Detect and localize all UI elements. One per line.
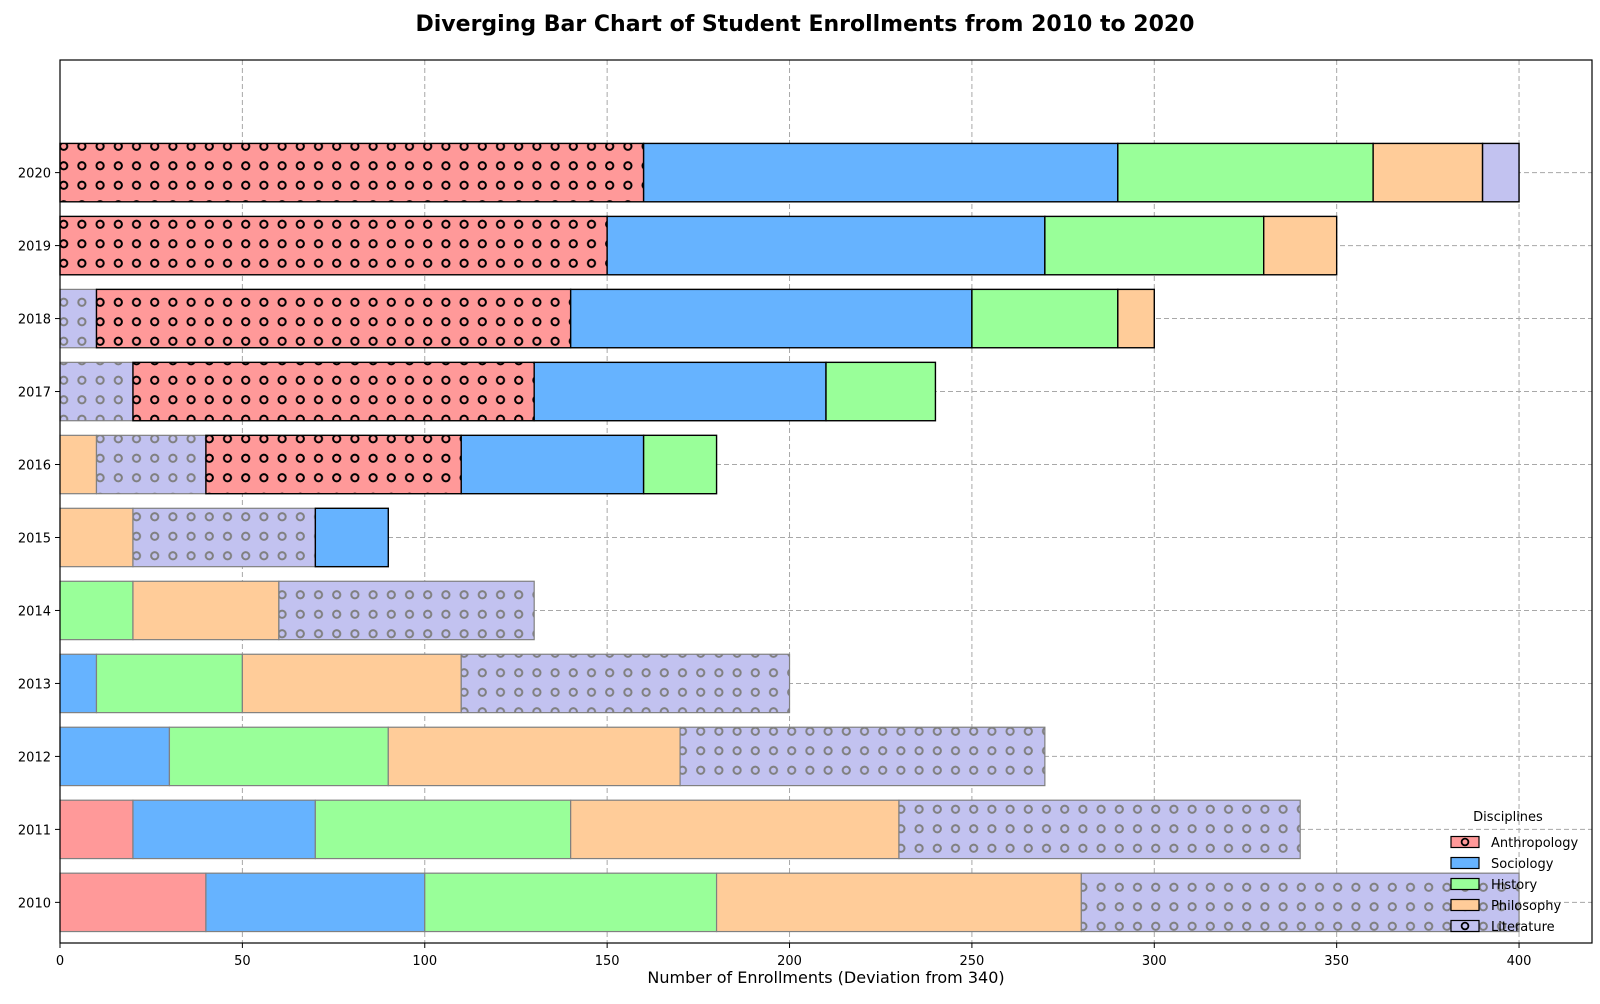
bar-anthropology-2010 bbox=[59, 872, 207, 933]
bar-philosophy-2013 bbox=[241, 653, 462, 714]
bar-sociology-2012 bbox=[59, 726, 171, 787]
bar-history-2010 bbox=[424, 872, 718, 933]
bar-philosophy-2019 bbox=[1263, 215, 1338, 276]
bar-philosophy-2018 bbox=[1117, 288, 1155, 349]
bar-history-2014 bbox=[59, 580, 134, 641]
bar-sociology-2017 bbox=[533, 361, 827, 422]
bar-sociology-2018 bbox=[569, 288, 973, 349]
y-tick-label: 2011 bbox=[18, 823, 51, 838]
bar-history-2016 bbox=[642, 434, 718, 495]
bar-literature-2017 bbox=[59, 361, 134, 422]
bar-literature-2015 bbox=[132, 507, 316, 568]
legend-item-philosophy: Philosophy bbox=[1450, 898, 1561, 914]
bar-history-2017 bbox=[825, 361, 937, 422]
y-tick-label: 2010 bbox=[18, 896, 51, 911]
x-tick-label: 100 bbox=[412, 954, 437, 969]
y-tick-label: 2016 bbox=[18, 459, 51, 474]
bar-literature-2013 bbox=[460, 653, 791, 714]
bar-sociology-2020 bbox=[642, 142, 1119, 203]
bar-philosophy-2016 bbox=[59, 434, 98, 495]
bar-philosophy-2020 bbox=[1372, 142, 1484, 203]
bar-history-2011 bbox=[314, 799, 572, 860]
bar-anthropology-2011 bbox=[59, 799, 134, 860]
bar-literature-2020 bbox=[1481, 142, 1520, 203]
y-tick-label: 2018 bbox=[18, 313, 51, 328]
bar-literature-2011 bbox=[898, 799, 1301, 860]
legend-swatch bbox=[1450, 835, 1480, 849]
bar-literature-2010 bbox=[1080, 872, 1520, 933]
bar-history-2020 bbox=[1117, 142, 1374, 203]
x-axis-ticks: 0 50 100 150 200 250 300 350 400 bbox=[56, 943, 1532, 969]
y-tick-label: 2014 bbox=[18, 604, 51, 619]
bar-literature-2012 bbox=[679, 726, 1046, 787]
y-tick-label: 2017 bbox=[18, 386, 51, 401]
x-tick-label: 50 bbox=[234, 954, 251, 969]
x-tick-label: 350 bbox=[1324, 954, 1349, 969]
y-tick-label: 2015 bbox=[18, 531, 51, 546]
plot-frame bbox=[59, 59, 1593, 944]
bar-history-2018 bbox=[971, 288, 1119, 349]
bars bbox=[59, 142, 1520, 933]
legend-item-literature: Literature bbox=[1450, 919, 1555, 935]
legend-item-history: History bbox=[1450, 877, 1538, 893]
bar-literature-2014 bbox=[278, 580, 535, 641]
legend-label: Philosophy bbox=[1491, 899, 1561, 914]
bar-philosophy-2011 bbox=[570, 799, 900, 860]
legend-label: History bbox=[1491, 878, 1538, 893]
legend-swatch bbox=[1450, 856, 1480, 870]
legend-swatch bbox=[1450, 898, 1480, 912]
bar-anthropology-2018 bbox=[95, 288, 572, 349]
bar-literature-2018 bbox=[59, 288, 98, 349]
bar-anthropology-2020 bbox=[59, 142, 645, 203]
legend-swatch bbox=[1450, 919, 1480, 933]
legend-label: Anthropology bbox=[1491, 836, 1579, 851]
bar-history-2013 bbox=[95, 653, 243, 714]
chart-title: Diverging Bar Chart of Student Enrollmen… bbox=[416, 12, 1195, 37]
x-tick-label: 200 bbox=[777, 954, 802, 969]
bar-history-2012 bbox=[168, 726, 389, 787]
x-axis-label: Number of Enrollments (Deviation from 34… bbox=[647, 968, 1004, 987]
bar-sociology-2013 bbox=[59, 653, 98, 714]
bar-anthropology-2017 bbox=[132, 361, 535, 422]
legend-label: Sociology bbox=[1491, 857, 1554, 872]
bar-history-2019 bbox=[1044, 215, 1265, 276]
bar-philosophy-2012 bbox=[387, 726, 681, 787]
x-tick-label: 0 bbox=[56, 954, 64, 969]
legend-item-sociology: Sociology bbox=[1450, 856, 1554, 872]
bar-sociology-2016 bbox=[460, 434, 645, 495]
bar-philosophy-2015 bbox=[59, 507, 134, 568]
x-tick-label: 250 bbox=[959, 954, 984, 969]
bar-anthropology-2016 bbox=[205, 434, 462, 495]
bar-anthropology-2019 bbox=[59, 215, 608, 276]
legend: Disciplines Anthropology Sociology History P… bbox=[1450, 810, 1579, 935]
x-tick-label: 150 bbox=[595, 954, 620, 969]
bar-sociology-2010 bbox=[205, 872, 426, 933]
legend-label: Literature bbox=[1491, 920, 1555, 935]
bar-literature-2016 bbox=[95, 434, 207, 495]
y-axis-ticks: 2010 2011 2012 2013 2014 2015 2016 2017 2018 2019… bbox=[18, 167, 60, 911]
bar-sociology-2011 bbox=[132, 799, 316, 860]
x-tick-label: 300 bbox=[1142, 954, 1167, 969]
legend-item-anthropology: Anthropology bbox=[1450, 835, 1579, 851]
y-tick-label: 2012 bbox=[18, 750, 51, 765]
bar-philosophy-2010 bbox=[715, 872, 1082, 933]
legend-title: Disciplines bbox=[1473, 810, 1543, 825]
y-tick-label: 2013 bbox=[18, 677, 51, 692]
bar-sociology-2015 bbox=[314, 507, 389, 568]
legend-swatch bbox=[1450, 877, 1480, 891]
bar-philosophy-2014 bbox=[132, 580, 280, 641]
y-tick-label: 2020 bbox=[18, 167, 51, 182]
y-tick-label: 2019 bbox=[18, 240, 51, 255]
bar-sociology-2019 bbox=[606, 215, 1046, 276]
x-tick-label: 400 bbox=[1507, 954, 1532, 969]
